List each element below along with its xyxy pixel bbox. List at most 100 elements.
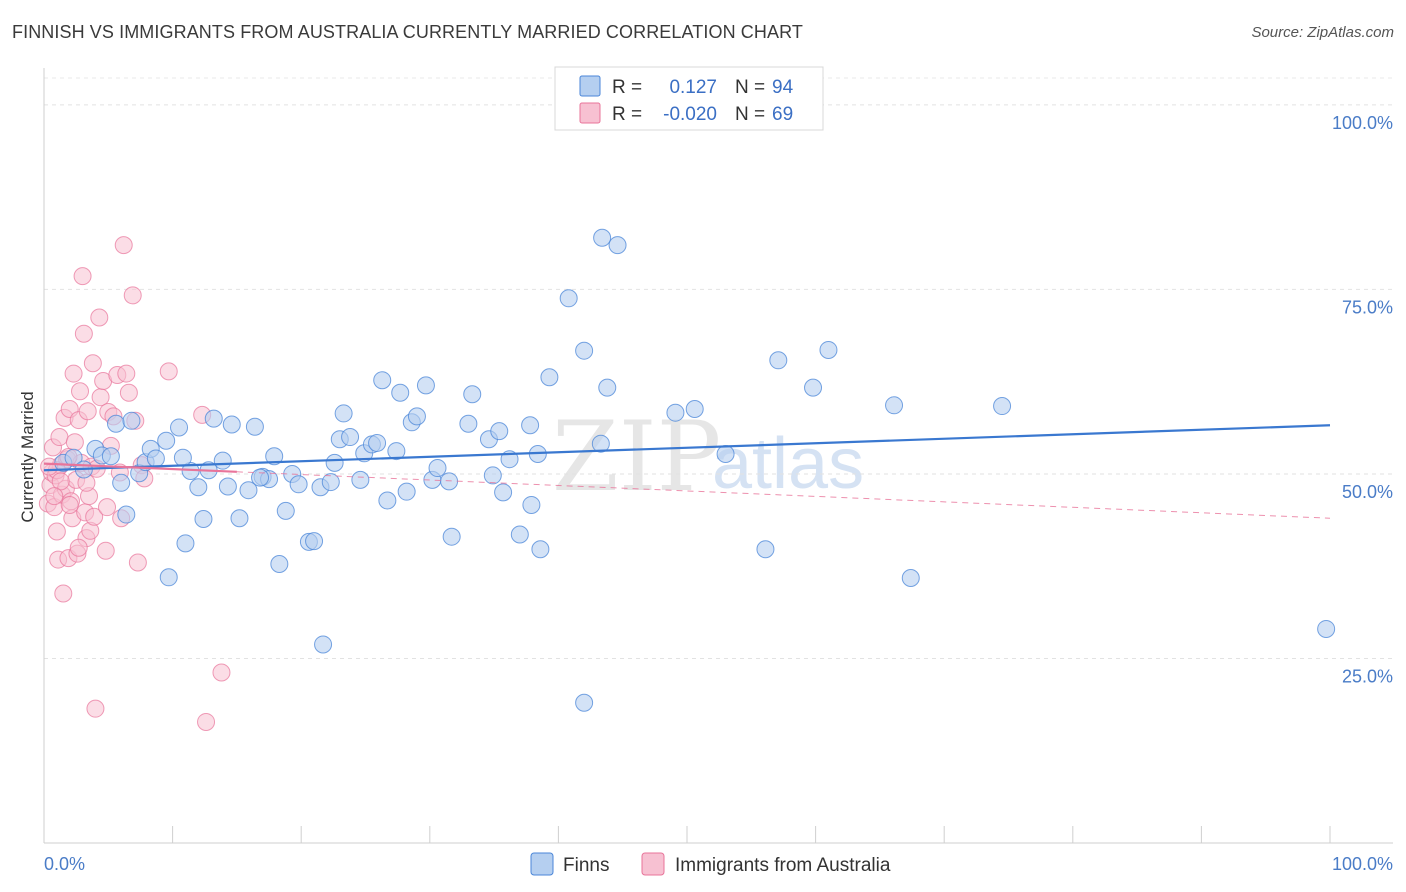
bottom-legend-swatch-australia: [641, 852, 665, 876]
finns-point-67: [522, 495, 541, 514]
australia-point-41: [96, 541, 115, 560]
finns-point-6: [107, 414, 126, 433]
australia-point-58: [197, 712, 216, 731]
finns-point-44: [351, 470, 370, 489]
australia-point-6: [47, 522, 66, 541]
trend-lines: [43, 424, 1331, 519]
legend-swatch-finns: [579, 75, 601, 97]
australia-point-8: [50, 428, 69, 447]
finns-point-13: [146, 449, 165, 468]
legend-australia-n-label: N =: [735, 104, 765, 125]
finns-point-72: [575, 341, 594, 360]
australia-point-59: [212, 663, 231, 682]
australia-point-48: [114, 236, 133, 255]
finns-point-40: [321, 473, 340, 492]
finns-point-75: [598, 378, 617, 397]
australia-point-27: [74, 324, 93, 343]
source-label: Source: ZipAtlas.com: [1251, 24, 1394, 41]
finns-point-9: [122, 411, 141, 430]
finns-point-76: [608, 236, 627, 255]
watermark-zip: ZIP: [552, 401, 721, 513]
finns-point-56: [428, 459, 447, 478]
finns-point-60: [463, 385, 482, 404]
finns-point-15: [159, 568, 178, 587]
finns-point-80: [756, 540, 775, 559]
finns-point-81: [769, 351, 788, 370]
australia-point-68: [69, 538, 88, 557]
finns-point-77: [666, 403, 685, 422]
y-tick-label-75: 75.0%: [1342, 297, 1393, 317]
finns-point-20: [194, 509, 213, 528]
finns-point-14: [157, 431, 176, 450]
finns-point-39: [314, 635, 333, 654]
finns-point-91: [416, 376, 435, 395]
bottom-legend-australia: Immigrants from Australia: [675, 855, 891, 876]
legend-finns-r-label: R =: [612, 77, 642, 98]
legend-australia-r-value: -0.020: [663, 104, 717, 125]
finns-point-66: [521, 416, 540, 435]
y-tick-label-100: 100.0%: [1332, 113, 1393, 133]
finns-point-17: [176, 534, 195, 553]
finns-point-31: [265, 447, 284, 466]
finns-point-47: [368, 433, 387, 452]
finns-point-86: [993, 397, 1012, 416]
finns-point-48: [373, 371, 392, 390]
australia-point-53: [128, 553, 147, 572]
bottom-legend-finns: Finns: [563, 855, 609, 876]
australia-point-64: [45, 487, 64, 506]
finns-point-83: [819, 340, 838, 359]
finns-point-19: [189, 478, 208, 497]
finns-point-74: [593, 228, 612, 247]
x-axis-ticks: [172, 826, 1331, 843]
finns-point-70: [540, 368, 559, 387]
australia-point-56: [159, 362, 178, 381]
finns-point-79: [716, 445, 735, 464]
finns-point-93: [325, 453, 344, 472]
y-tick-label-50: 50.0%: [1342, 482, 1393, 502]
x-tick-label-min: 0.0%: [44, 854, 85, 874]
finns-point-26: [230, 509, 249, 528]
finns-point-49: [378, 491, 397, 510]
finns-point-16: [170, 418, 189, 437]
finns-point-24: [218, 477, 237, 496]
finns-point-5: [101, 447, 120, 466]
finns-point-28: [245, 417, 264, 436]
finns-point-63: [490, 422, 509, 441]
y-tick-labels: 25.0% 50.0% 75.0% 100.0%: [1332, 113, 1393, 687]
finns-point-90: [173, 448, 192, 467]
x-tick-label-max: 100.0%: [1332, 854, 1393, 874]
chart-title: FINNISH VS IMMIGRANTS FROM AUSTRALIA CUR…: [12, 22, 803, 42]
finns-point-51: [391, 383, 410, 402]
finns-point-87: [1317, 619, 1336, 638]
australia-point-38: [90, 308, 109, 327]
finns-point-43: [341, 428, 360, 447]
finns-point-57: [440, 472, 459, 491]
australia-point-11: [54, 584, 73, 603]
bottom-legend-swatch-finns: [530, 852, 554, 876]
finns-point-35: [289, 475, 308, 494]
finns-point-89: [251, 468, 270, 487]
legend-swatch-australia: [579, 102, 601, 124]
finns-point-42: [334, 404, 353, 423]
finns-point-62: [483, 466, 502, 485]
australia-point-35: [85, 507, 104, 526]
australia-point-36: [86, 699, 105, 718]
australia-point-50: [119, 383, 138, 402]
finns-point-54: [407, 407, 426, 426]
finns-point-65: [510, 525, 529, 544]
finns-point-37: [305, 532, 324, 551]
correlation-legend: R = 0.127 N = 94 R = -0.020 N = 69: [554, 66, 824, 131]
finns-point-1: [64, 448, 83, 467]
legend-finns-r-value: 0.127: [669, 77, 717, 98]
finns-point-71: [559, 289, 578, 308]
finns-point-52: [397, 482, 416, 501]
finns-point-84: [885, 396, 904, 415]
finns-point-82: [804, 378, 823, 397]
australia-point-51: [123, 286, 142, 305]
axes: [43, 68, 1393, 844]
finns-point-27: [239, 481, 258, 500]
finns-point-8: [117, 505, 136, 524]
legend-finns-n-label: N =: [735, 77, 765, 98]
legend-australia-n-value: 69: [772, 104, 793, 125]
